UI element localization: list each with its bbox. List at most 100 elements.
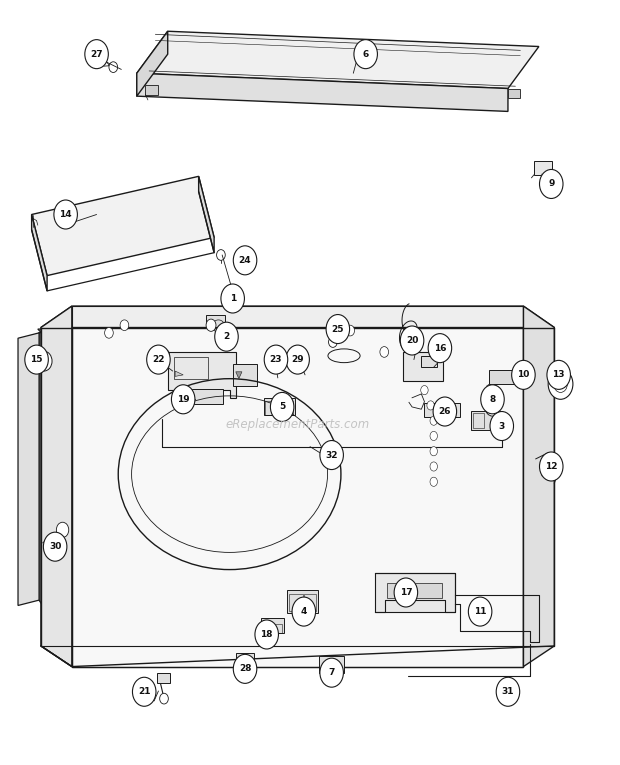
Bar <box>388 583 442 597</box>
Polygon shape <box>236 372 242 379</box>
Text: 32: 32 <box>326 451 338 460</box>
Bar <box>489 370 520 384</box>
Circle shape <box>270 392 294 422</box>
Bar <box>425 403 442 417</box>
Polygon shape <box>137 73 508 112</box>
Circle shape <box>215 322 238 351</box>
Circle shape <box>160 693 169 704</box>
Circle shape <box>480 385 504 414</box>
Text: 3: 3 <box>498 422 505 431</box>
Text: 13: 13 <box>552 370 565 379</box>
Polygon shape <box>137 31 539 89</box>
Text: 20: 20 <box>406 336 419 345</box>
Circle shape <box>133 677 156 706</box>
Text: 17: 17 <box>399 588 412 597</box>
Polygon shape <box>375 574 455 611</box>
Polygon shape <box>41 306 554 327</box>
Circle shape <box>539 170 563 198</box>
Bar <box>192 389 223 404</box>
Circle shape <box>43 532 67 562</box>
Circle shape <box>514 369 526 385</box>
Text: 30: 30 <box>49 542 61 551</box>
Circle shape <box>221 284 244 313</box>
Circle shape <box>320 658 343 687</box>
Circle shape <box>172 385 195 414</box>
Polygon shape <box>41 306 72 666</box>
Bar <box>236 653 254 666</box>
Text: 26: 26 <box>438 407 451 416</box>
Bar <box>422 356 437 367</box>
Circle shape <box>433 397 456 426</box>
Circle shape <box>428 334 451 363</box>
Bar <box>273 623 282 633</box>
Circle shape <box>346 325 355 336</box>
Circle shape <box>394 578 418 607</box>
Text: 2: 2 <box>223 332 229 341</box>
Circle shape <box>206 319 216 331</box>
Polygon shape <box>18 333 39 605</box>
Text: 5: 5 <box>279 402 285 412</box>
Text: 21: 21 <box>138 687 151 696</box>
Text: 28: 28 <box>239 664 251 673</box>
Circle shape <box>554 376 567 392</box>
Bar <box>265 401 293 415</box>
Bar <box>534 161 552 174</box>
Circle shape <box>255 620 278 649</box>
Circle shape <box>233 246 257 275</box>
Text: 7: 7 <box>329 668 335 677</box>
Circle shape <box>485 398 500 416</box>
Circle shape <box>85 40 108 69</box>
Circle shape <box>421 386 428 395</box>
Bar <box>260 617 284 633</box>
Circle shape <box>286 345 309 374</box>
Polygon shape <box>32 176 214 275</box>
Bar <box>403 352 443 381</box>
Circle shape <box>161 350 170 360</box>
Circle shape <box>326 314 350 343</box>
Polygon shape <box>39 327 95 380</box>
Circle shape <box>216 249 225 260</box>
Text: 22: 22 <box>152 355 165 364</box>
Text: 18: 18 <box>260 630 273 639</box>
Text: 11: 11 <box>474 607 486 616</box>
Circle shape <box>539 452 563 481</box>
Text: 19: 19 <box>177 395 190 404</box>
Circle shape <box>105 327 113 338</box>
Text: 6: 6 <box>363 50 369 59</box>
Text: 24: 24 <box>239 256 251 265</box>
Polygon shape <box>72 327 546 375</box>
Circle shape <box>354 40 378 69</box>
Text: 12: 12 <box>545 462 557 471</box>
Circle shape <box>36 351 52 371</box>
Circle shape <box>427 401 435 410</box>
Bar <box>472 413 484 428</box>
Circle shape <box>430 462 438 471</box>
Text: 10: 10 <box>517 370 529 379</box>
Bar <box>319 656 344 672</box>
Text: 27: 27 <box>91 50 103 59</box>
Text: 9: 9 <box>548 180 554 188</box>
Polygon shape <box>32 214 47 291</box>
Bar <box>443 403 460 417</box>
Text: 25: 25 <box>332 324 344 334</box>
Circle shape <box>430 447 438 456</box>
Bar <box>287 591 318 613</box>
Polygon shape <box>523 306 554 666</box>
Polygon shape <box>39 327 546 647</box>
Bar <box>289 594 303 610</box>
Circle shape <box>496 677 520 706</box>
Circle shape <box>430 416 438 425</box>
Circle shape <box>430 431 438 441</box>
Circle shape <box>271 355 281 367</box>
Circle shape <box>489 402 496 412</box>
Bar <box>206 314 224 327</box>
Circle shape <box>244 261 253 272</box>
Bar <box>264 398 294 415</box>
Polygon shape <box>137 31 168 96</box>
Circle shape <box>147 345 171 374</box>
Circle shape <box>233 654 257 683</box>
Polygon shape <box>168 352 236 398</box>
Text: 23: 23 <box>270 355 282 364</box>
Text: 16: 16 <box>433 343 446 353</box>
Circle shape <box>468 597 492 626</box>
